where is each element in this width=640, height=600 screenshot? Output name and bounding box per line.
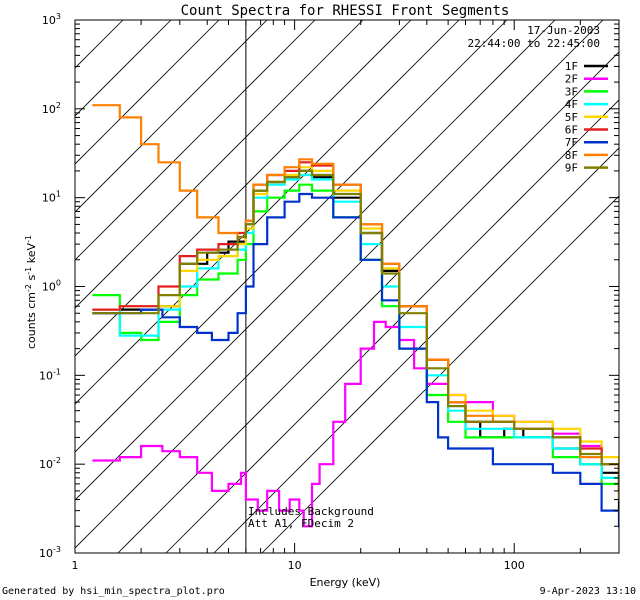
x-tick-label: 100 xyxy=(504,559,525,572)
x-tick-label: 10 xyxy=(288,559,302,572)
y-tick-label: 100 xyxy=(42,279,61,294)
footer-generated-by: Generated by hsi_min_spectra_plot.pro xyxy=(2,586,225,597)
time-range-label: 22:44:00 to 22:45:00 xyxy=(468,37,600,50)
series-line-7f xyxy=(92,192,619,528)
footer-timestamp: 9-Apr-2023 13:10 xyxy=(540,586,636,597)
y-axis-label: counts cm-2 s-1 keV-1 xyxy=(24,235,38,349)
legend-label-9f: 9F xyxy=(565,162,578,175)
series-line-2f xyxy=(92,320,619,528)
legend-label-7f: 7F xyxy=(565,136,578,149)
y-tick-label: 10-3 xyxy=(39,545,61,560)
date-label: 17-Jun-2003 xyxy=(527,24,600,37)
y-tick-label: 101 xyxy=(42,190,61,205)
series-line-9f xyxy=(92,169,619,492)
legend-label-2f: 2F xyxy=(565,73,578,86)
legend-label-6f: 6F xyxy=(565,124,578,137)
series-line-3f xyxy=(92,183,619,492)
annotation-background: Includes Background xyxy=(248,505,374,518)
legend-label-8f: 8F xyxy=(565,149,578,162)
annotation-attenuator: Att A1, FDecim 2 xyxy=(248,517,354,530)
y-tick-label: 10-1 xyxy=(39,367,61,382)
hatched-region xyxy=(75,20,619,553)
y-tick-label: 102 xyxy=(42,101,61,116)
chart-title: Count Spectra for RHESSI Front Segments xyxy=(181,3,510,19)
series-line-1f xyxy=(92,169,619,512)
series-line-6f xyxy=(92,161,619,492)
y-tick-label: 103 xyxy=(42,12,61,27)
y-tick-label: 10-2 xyxy=(39,456,61,471)
plot-frame xyxy=(74,19,620,554)
legend-label-1f: 1F xyxy=(565,60,578,73)
x-axis-label: Energy (keV) xyxy=(310,576,381,589)
legend-label-5f: 5F xyxy=(565,111,578,124)
series-line-8f xyxy=(92,104,619,501)
legend-label-4f: 4F xyxy=(565,98,578,111)
series-line-4f xyxy=(92,173,619,501)
x-tick-label: 1 xyxy=(72,559,79,572)
legend-label-3f: 3F xyxy=(565,85,578,98)
